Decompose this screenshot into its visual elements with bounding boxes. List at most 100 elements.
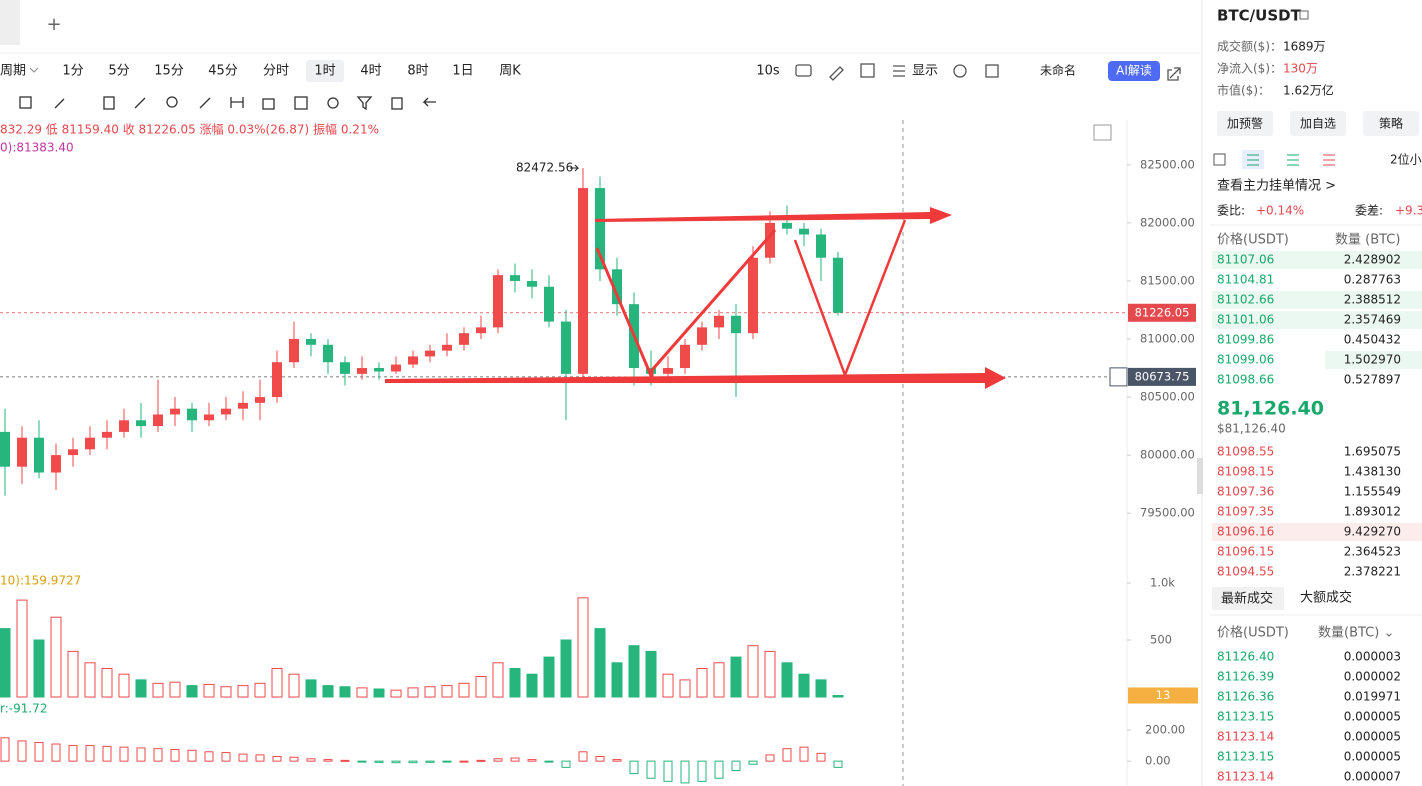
icon[interactable] (1213, 153, 1226, 166)
button[interactable] (1363, 111, 1419, 136)
tab[interactable] (0, 0, 20, 45)
button-label[interactable]: 加自选 (1300, 117, 1336, 131)
book-price: 81098.15 (1217, 465, 1274, 479)
depth-bar (1212, 523, 1422, 541)
collapse-handle[interactable] (1197, 458, 1203, 494)
icon[interactable] (860, 63, 875, 78)
interval[interactable]: 1分 (62, 64, 83, 79)
tool[interactable] (103, 96, 115, 110)
side-panel: BTC/USDT 2位小 查看主力挂单情况 > 委比: +0.14% 委差: +… (1210, 7, 1422, 784)
macd-bar (799, 746, 809, 762)
price-tick: 82500.00 (1140, 157, 1195, 171)
icon[interactable] (985, 64, 999, 78)
copy-icon[interactable] (1299, 10, 1309, 20)
macd-bar (0, 737, 10, 762)
tool[interactable] (19, 96, 32, 109)
interval[interactable]: 8时 (407, 64, 428, 79)
ai-label[interactable]: AI解读 (1116, 64, 1152, 78)
tab[interactable]: 最新成交 (1221, 591, 1273, 607)
ai-button[interactable] (1108, 61, 1160, 81)
icon[interactable] (893, 65, 905, 77)
book-header: 数量 (BTC) (1335, 233, 1400, 248)
icon[interactable] (1287, 154, 1299, 166)
chart: 82500.00 82000.00 81500.00 81000.00 80500.00… (0, 157, 1198, 784)
tab-active[interactable] (1212, 587, 1284, 610)
macd-bar (374, 760, 384, 763)
tool[interactable] (327, 97, 339, 109)
macd-bar (85, 745, 95, 762)
button[interactable] (1290, 111, 1346, 136)
tab[interactable]: 大额成交 (1300, 590, 1352, 606)
interval[interactable]: 周K (499, 64, 521, 79)
icon[interactable] (1167, 67, 1181, 81)
volume-bar (781, 662, 793, 698)
macd-bar (391, 760, 401, 764)
volume-bar (611, 662, 623, 698)
tool[interactable] (199, 97, 211, 109)
candle-body (391, 364, 401, 372)
icon[interactable] (1323, 154, 1335, 166)
volume-bar (526, 673, 538, 698)
macd-tick: 200.00 (1145, 723, 1185, 737)
book-qty: 1.893012 (1344, 505, 1401, 519)
book-price: 81097.36 (1217, 485, 1274, 499)
vol-tag (1128, 687, 1198, 704)
macd-bar (714, 760, 724, 779)
tool[interactable] (294, 96, 308, 110)
add-alert[interactable] (1109, 367, 1128, 387)
interval[interactable]: 1时 (314, 64, 335, 79)
volume-bar (560, 639, 572, 698)
layout-name[interactable]: 未命名 (1040, 63, 1076, 78)
macd-bar (238, 753, 248, 762)
tool[interactable] (134, 97, 146, 109)
interval-active[interactable] (306, 60, 344, 82)
tool[interactable] (166, 96, 178, 108)
icon[interactable] (1247, 154, 1259, 166)
candle-body (493, 275, 503, 328)
tool[interactable] (422, 97, 436, 107)
display-button[interactable]: 显示 (912, 64, 938, 79)
macd-bar (442, 760, 452, 763)
tool[interactable] (356, 96, 373, 111)
macd-bar (255, 754, 265, 762)
drawing-tools (19, 96, 436, 111)
button-label[interactable]: 加预警 (1227, 116, 1263, 131)
high-label: 82472.56 (516, 161, 573, 175)
fullscreen[interactable] (1093, 124, 1112, 141)
volume-bar (543, 656, 555, 698)
button-label[interactable]: 策略 (1379, 116, 1403, 131)
button[interactable] (1217, 111, 1273, 136)
volume-bar (16, 599, 28, 698)
interval[interactable]: 分时 (263, 64, 289, 79)
macd-bar (476, 759, 486, 762)
last-usd: $81,126.40 (1217, 422, 1286, 436)
interval[interactable]: 15分 (154, 64, 184, 79)
interval[interactable]: 45分 (208, 64, 238, 79)
price-tag (1128, 303, 1196, 322)
panel-icons (1213, 150, 1335, 169)
macd-bar (697, 760, 707, 782)
interval[interactable]: 1日 (452, 64, 473, 79)
period-select[interactable]: 周期 (0, 64, 26, 79)
candle-body (680, 344, 690, 369)
trade-qty: 0.000005 (1344, 710, 1401, 724)
interval[interactable]: 5分 (108, 64, 129, 79)
volume-bar (594, 628, 606, 698)
icon[interactable] (829, 66, 844, 81)
interval[interactable]: 4时 (360, 64, 381, 79)
book-qty: 1.695075 (1344, 445, 1401, 459)
main-orders[interactable]: 查看主力挂单情况 > (1217, 178, 1336, 194)
tool[interactable] (262, 98, 275, 110)
tool[interactable] (54, 98, 65, 109)
refresh[interactable]: 10s (756, 64, 780, 79)
volume-bar (475, 675, 487, 698)
icon[interactable] (953, 64, 967, 78)
decimals[interactable]: 2位小 (1390, 152, 1422, 167)
ohlc-info: 832.29 低 81159.40 收 81226.05 涨幅 0.03%(26… (0, 122, 379, 137)
tool[interactable] (391, 97, 403, 110)
icon[interactable] (795, 64, 812, 77)
tool[interactable] (230, 97, 244, 108)
add-tab[interactable]: + (46, 14, 61, 35)
trade-price: 81123.15 (1217, 710, 1274, 724)
